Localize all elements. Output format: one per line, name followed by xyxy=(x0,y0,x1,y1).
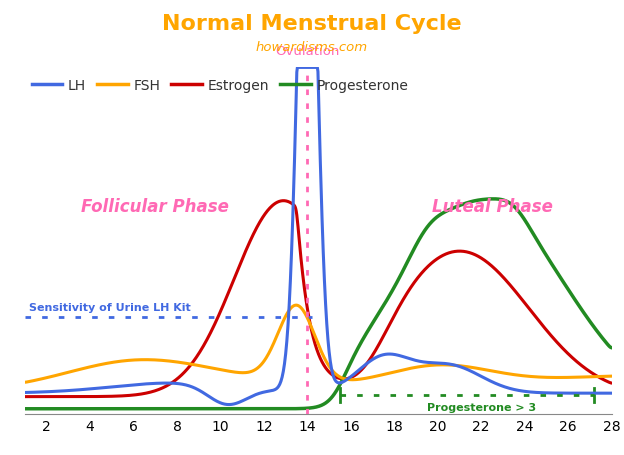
Text: Sensitivity of Urine LH Kit: Sensitivity of Urine LH Kit xyxy=(29,302,191,312)
Text: Progesterone > 3: Progesterone > 3 xyxy=(427,402,536,412)
Text: Normal Menstrual Cycle: Normal Menstrual Cycle xyxy=(162,14,462,34)
Text: howardisms.com: howardisms.com xyxy=(256,41,368,54)
Legend: LH, FSH, Estrogen, Progesterone: LH, FSH, Estrogen, Progesterone xyxy=(32,79,408,93)
Text: Ovulation: Ovulation xyxy=(275,45,339,58)
Text: Follicular Phase: Follicular Phase xyxy=(81,197,229,216)
Text: Luteal Phase: Luteal Phase xyxy=(432,197,552,216)
